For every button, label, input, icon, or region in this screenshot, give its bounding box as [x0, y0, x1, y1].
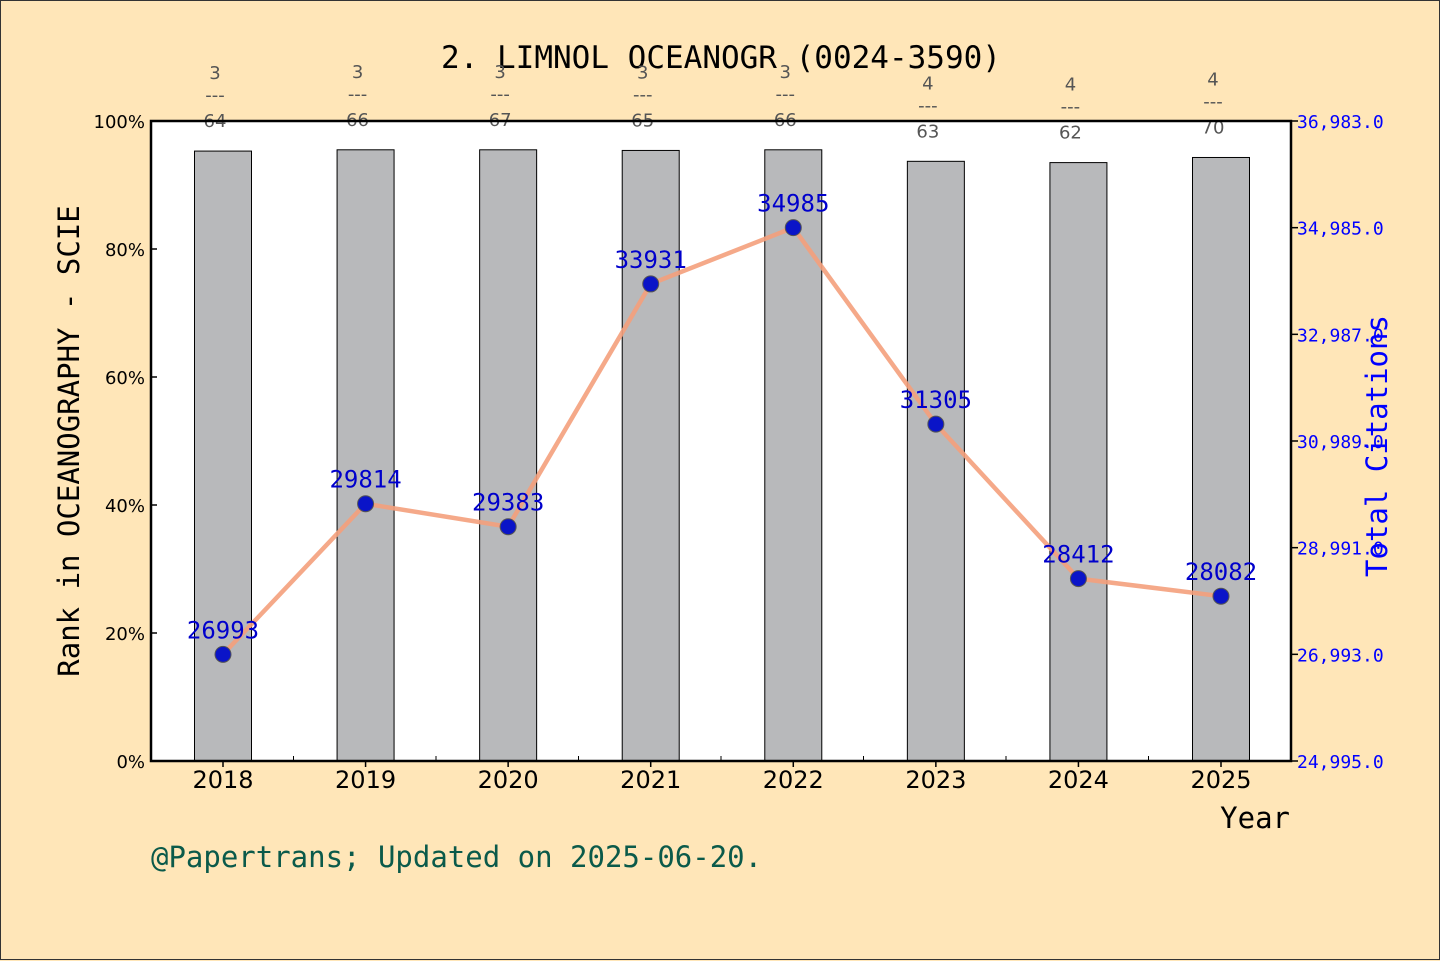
left-tick-label: 60%	[105, 368, 145, 389]
citation-label-2023: 31305	[900, 386, 972, 414]
rank-label-2020: 3	[494, 62, 505, 83]
rank-divider-2023: ---	[918, 95, 938, 116]
x-tick-label-2022: 2022	[763, 766, 824, 794]
x-tick-label-2025: 2025	[1190, 766, 1251, 794]
rank-total-2024: 62	[1059, 123, 1082, 144]
citation-point-2020	[499, 518, 517, 536]
bar-2020	[479, 149, 538, 762]
rank-label-2019: 3	[352, 62, 363, 83]
citation-label-2020: 29383	[472, 489, 544, 517]
citation-label-2019: 29814	[329, 466, 401, 494]
y-axis-label-left: Rank in OCEANOGRAPHY - SCIE	[52, 205, 86, 676]
x-tick-label-2024: 2024	[1048, 766, 1109, 794]
right-tick-label: 32,987.0	[1297, 325, 1384, 346]
plot-area	[151, 121, 1291, 761]
bar-2021	[621, 149, 680, 762]
left-tick-label: 40%	[105, 496, 145, 517]
citation-label-2024: 28412	[1042, 541, 1114, 569]
right-tick-label: 30,989.0	[1297, 432, 1384, 453]
y-axis-label-right: Total Citations	[1360, 315, 1394, 577]
rank-divider-2025: ---	[1203, 91, 1223, 112]
x-tick-label-2023: 2023	[905, 766, 966, 794]
rank-label-2021: 3	[637, 62, 648, 83]
citation-label-2025: 28082	[1185, 558, 1257, 586]
rank-label-2024: 4	[1065, 75, 1076, 96]
bar-2024	[1049, 162, 1108, 762]
left-tick-label: 20%	[105, 624, 145, 645]
chart-title: 2. LIMNOL OCEANOGR (0024-3590)	[441, 40, 1001, 76]
rank-total-2023: 63	[916, 121, 939, 142]
right-tick-label: 28,991.0	[1297, 539, 1384, 560]
x-tick-label-2020: 2020	[478, 766, 539, 794]
rank-total-2025: 70	[1202, 117, 1225, 138]
citation-label-2022: 34985	[757, 190, 829, 218]
rank-divider-2019: ---	[348, 84, 368, 105]
x-axis: 2018 2019 2020 2021 2022 2023 2024 2025	[150, 756, 1292, 794]
citation-point-2023	[927, 415, 945, 433]
right-tick-label: 36,983.0	[1297, 112, 1384, 133]
rank-divider-2022: ---	[776, 84, 796, 105]
citations-line	[221, 224, 1222, 656]
rank-label-2023: 4	[922, 73, 933, 94]
rank-divider-2018: ---	[205, 85, 225, 106]
rank-labels-group: 3---643---663---673---653---664---634---…	[204, 62, 1225, 144]
rank-label-2022: 3	[780, 62, 791, 83]
left-tick-label: 80%	[105, 240, 145, 261]
bar-2018	[194, 150, 252, 762]
bar-2023	[906, 160, 965, 762]
citation-point-2022	[784, 219, 802, 237]
right-tick-label: 34,985.0	[1297, 219, 1384, 240]
x-tick-label-2021: 2021	[620, 766, 681, 794]
bar-2019	[336, 149, 395, 762]
x-tick-label-2019: 2019	[335, 766, 396, 794]
bars-group	[194, 149, 1250, 762]
rank-label-2018: 3	[209, 63, 220, 84]
right-axis: 24,995.0 26,993.0 28,991.0 30,989.0 32,987.0…	[1291, 112, 1384, 773]
bar-2025	[1192, 156, 1250, 762]
citation-point-2019	[357, 495, 375, 513]
rank-divider-2021: ---	[633, 84, 653, 105]
x-tick-label-2018: 2018	[192, 766, 253, 794]
right-tick-label: 24,995.0	[1297, 752, 1384, 773]
citation-point-2025	[1212, 587, 1230, 605]
citation-point-2024	[1069, 570, 1087, 588]
left-tick-label: 0%	[116, 752, 145, 773]
citation-point-2021	[642, 275, 660, 293]
left-tick-label: 100%	[94, 112, 145, 133]
footer-credit: @Papertrans; Updated on 2025-06-20.	[151, 840, 762, 874]
rank-label-2025: 4	[1207, 69, 1218, 90]
rank-divider-2020: ---	[490, 84, 510, 105]
citation-point-2018	[214, 645, 232, 663]
citation-label-2021: 33931	[615, 246, 687, 274]
rank-divider-2024: ---	[1061, 97, 1081, 118]
bar-2022	[764, 149, 823, 762]
left-axis: 0% 20% 40% 60% 80% 100%	[94, 112, 157, 773]
x-axis-label: Year	[1220, 801, 1290, 835]
right-tick-label: 26,993.0	[1297, 645, 1384, 666]
line-series-group: 26993 29814 29383 33931 34985 31305 28412 28082	[187, 190, 1257, 663]
citation-label-2018: 26993	[187, 616, 259, 644]
